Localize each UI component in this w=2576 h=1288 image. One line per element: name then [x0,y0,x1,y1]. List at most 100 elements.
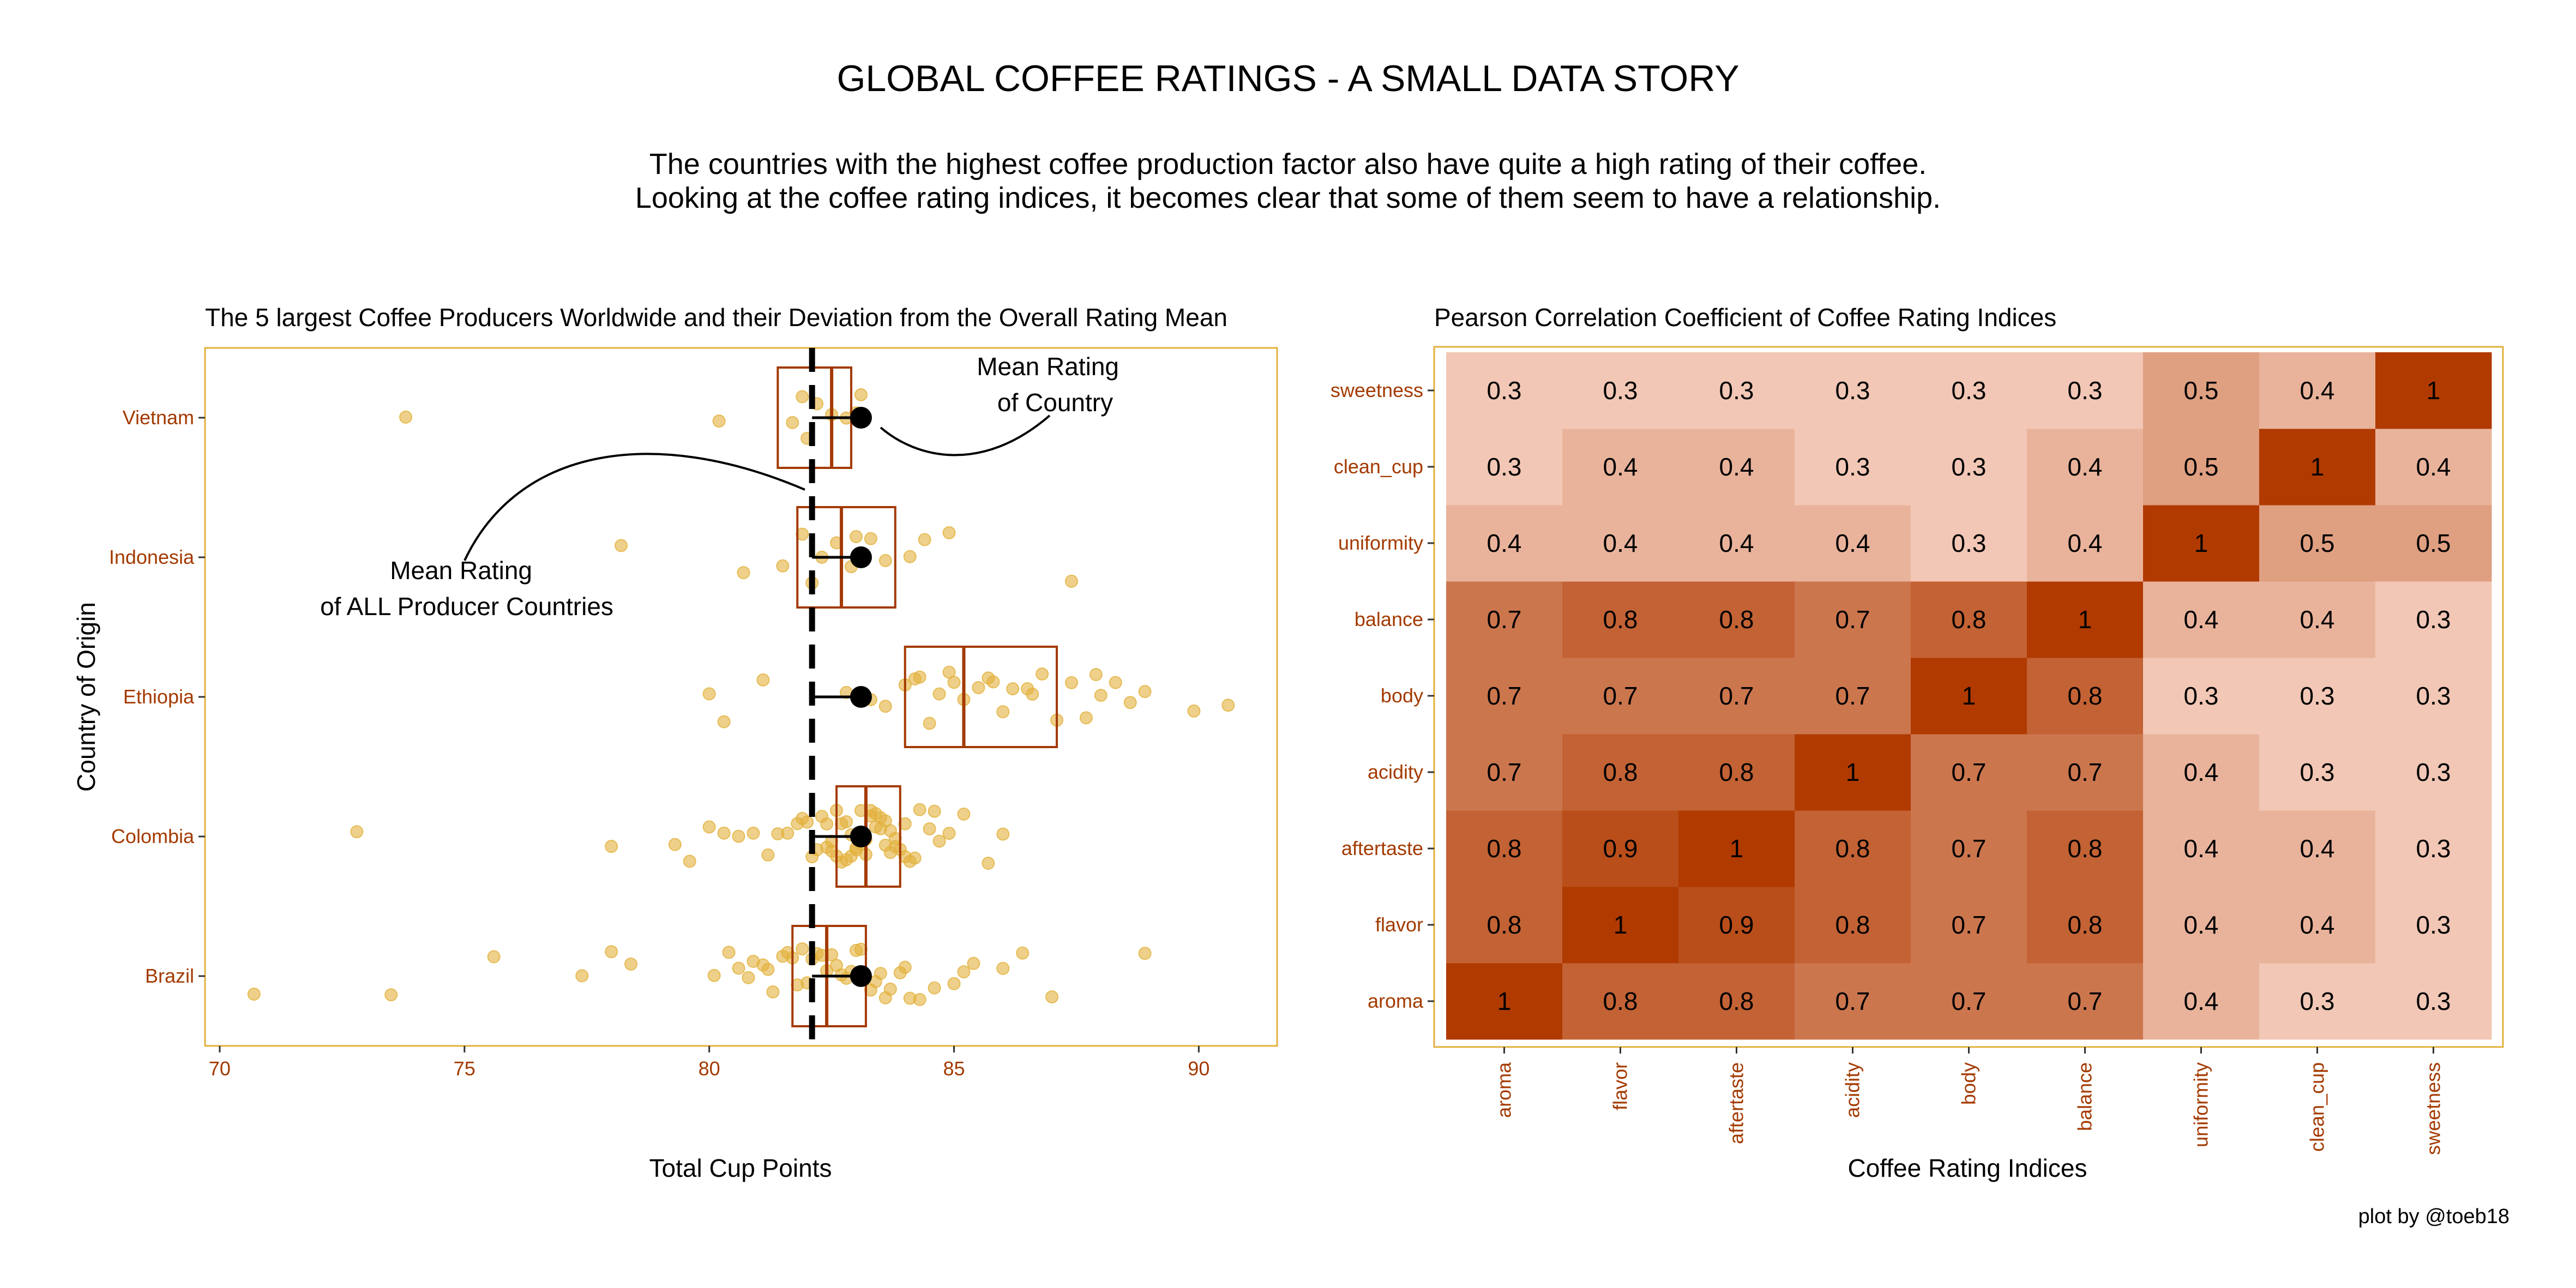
heatmap-cell-label: 0.8 [1487,911,1522,939]
data-point [668,838,682,851]
heatmap-cell-label: 0.3 [1719,376,1754,405]
heatmap-cell-label: 0.3 [2300,987,2335,1015]
data-point [1221,699,1235,712]
data-point [1109,676,1122,689]
x-tick-label: 90 [1188,1057,1209,1080]
data-point [942,827,956,840]
heatmap-y-tick-label: body [1381,684,1423,707]
heatmap-cell-label: 0.4 [2300,376,2335,405]
heatmap-cell-label: 0.3 [2416,911,2451,939]
heatmap-cell [1562,810,1679,887]
heatmap-cell [2259,429,2376,505]
data-point [717,715,731,729]
heatmap-cell-label: 0.3 [2416,682,2451,710]
heatmap-cell-label: 0.7 [1835,987,1870,1015]
heatmap-cell [1446,810,1563,887]
heatmap-cell-label: 0.3 [2300,682,2335,710]
heatmap-cell [1795,810,1911,887]
data-point [898,850,912,863]
heatmap-cell-label: 0.8 [1603,987,1638,1015]
data-point [1064,676,1078,689]
data-point [796,390,809,404]
data-point [712,414,726,428]
heatmap-cell [2259,887,2376,964]
heatmap-cell-label: 0.4 [1487,529,1522,557]
page-subtitle: The countries with the highest coffee pr… [0,147,2576,215]
x-tick-label: 85 [943,1057,965,1080]
heatmap-cell [2375,429,2492,505]
heatmap-x-tick-label: aftertaste [1725,1062,1748,1144]
overall-mean-annotation: Mean Rating of ALL Producer Countries [320,556,613,621]
heatmap-cell [1446,734,1563,811]
data-point [840,815,853,828]
heatmap-x-tick-label: flavor [1609,1062,1632,1110]
heatmap-cell-label: 0.7 [1835,605,1870,634]
data-point [1026,688,1039,701]
heatmap-cell-label: 0.8 [1719,987,1754,1015]
heatmap-cell-label: 0.3 [1603,376,1638,405]
heatmap-y-tick-label: aftertaste [1341,837,1423,859]
data-point [1089,668,1103,682]
heatmap-cell [1795,352,1911,429]
boxplot-panel-border [204,347,1278,1047]
heatmap-x-tick-label: sweetness [2422,1062,2445,1155]
country-axis: Vietnam Indonesia Ethiopia Colombia Brazil [109,406,205,987]
heatmap-cell-label: 0.8 [2068,834,2103,863]
data-point [1123,696,1137,709]
x-tick-label: 80 [699,1057,720,1080]
heatmap-cell [1678,658,1795,735]
country-mean-dot [850,965,872,987]
data-point [399,411,413,424]
heatmap-cell-label: 0.9 [1719,911,1754,939]
x-tick-label: 70 [209,1057,231,1080]
heatmap-cell [1795,887,1911,964]
country-mean-dot [850,546,872,568]
box-indonesia [796,506,896,609]
heatmap-cell-label: 0.3 [1835,376,1870,405]
heatmap-cell [1911,505,2027,582]
data-point [878,554,892,568]
data-point [1016,946,1030,960]
heatmap-cells: 1 0.8 0.8 0.7 0.7 0.7 0.4 0.3 0.3 0.8 1 0.9 0.8 0.7 0.… [1446,352,2492,1040]
heatmap-cell-label: 0.5 [2416,529,2451,557]
heatmap-cell-label: 0.5 [2300,529,2335,557]
heatmap-cell [1795,429,1911,505]
heatmap-cell [2143,352,2260,429]
data-point [996,705,1010,719]
heatmap-cell [1911,810,2027,887]
overall-mean-annotation-line-2: of ALL Producer Countries [320,592,613,621]
heatmap-x-tick-label: uniformity [2190,1062,2212,1147]
data-point [1006,682,1020,696]
heatmap-cell-label: 1 [2194,529,2208,557]
data-point [732,961,745,975]
data-point [820,817,834,831]
heatmap-x-tick-label: aroma [1493,1062,1515,1118]
heatmap-x-tick-label: body [1958,1062,1980,1105]
mean-markers [812,407,872,987]
data-point [683,854,696,868]
heatmap-cell [1562,887,1679,964]
heatmap-cell-label: 0.3 [1835,453,1870,481]
jitter-points [247,388,1235,1007]
heatmap-cell-label: 1 [2310,453,2325,481]
country-mean-annotation-line-2: of Country [997,388,1113,417]
data-point [605,840,618,853]
heatmap-x-tick-label: clean_cup [2306,1062,2328,1152]
y-tick-label: Brazil [145,965,194,987]
heatmap-cell-label: 1 [1614,911,1628,939]
data-point [849,530,863,544]
heatmap-x-tick-label: balance [2074,1062,2096,1131]
heatmap-cell-label: 0.4 [1719,529,1754,557]
heatmap-cell [2143,963,2260,1040]
data-point [247,988,261,1001]
data-point [928,804,941,818]
overall-mean-annotation-line-1: Mean Rating [390,556,532,585]
heatmap-cell-label: 0.3 [1487,453,1522,481]
heatmap-cell-label: 1 [1962,682,1976,710]
heatmap-cell [1678,505,1795,582]
heatmap-cell [1911,963,2027,1040]
subtitle-line-1: The countries with the highest coffee pr… [649,148,1927,180]
heatmap-cell [2375,887,2492,964]
heatmap-cell [1795,581,1911,658]
